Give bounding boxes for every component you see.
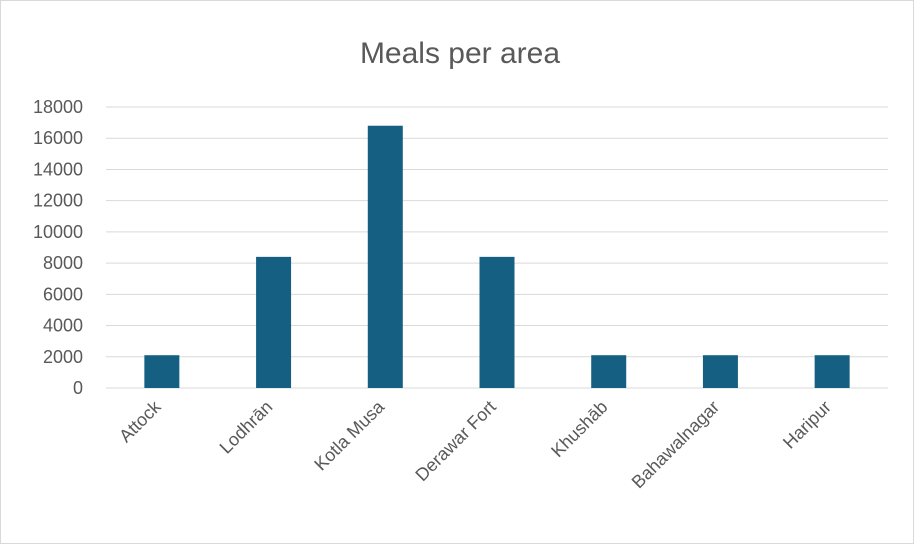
y-tick-label: 6000 <box>43 284 83 304</box>
x-tick-label: Attock <box>115 396 165 446</box>
x-tick-label: Khushāb <box>547 397 611 461</box>
y-tick-label: 14000 <box>33 159 83 179</box>
y-tick-label: 10000 <box>33 222 83 242</box>
bar <box>367 125 403 388</box>
y-tick-label: 16000 <box>33 128 83 148</box>
bar <box>479 256 515 388</box>
bar <box>591 355 627 388</box>
x-axis-labels: Attock Lodhrān Kotla Musa Derawar Fort Khush… <box>115 396 835 492</box>
y-tick-label: 12000 <box>33 191 83 211</box>
x-tick-label: Haripur <box>779 397 835 453</box>
bar <box>814 355 850 388</box>
y-tick-label: 0 <box>73 378 83 398</box>
y-tick-label: 4000 <box>43 316 83 336</box>
x-tick-label: Bahawalnagar <box>628 397 724 493</box>
bar <box>144 355 180 388</box>
x-tick-label: Lodhrān <box>216 397 277 458</box>
y-tick-label: 18000 <box>33 97 83 117</box>
y-tick-label: 8000 <box>43 253 83 273</box>
chart-title: Meals per area <box>360 37 560 70</box>
x-tick-label: Derawar Fort <box>411 397 499 485</box>
bar <box>702 355 738 388</box>
y-tick-label: 2000 <box>43 347 83 367</box>
x-tick-label: Kotla Musa <box>310 396 389 475</box>
bars <box>144 125 850 388</box>
bar <box>256 256 292 388</box>
y-axis-ticks: 0 2000 4000 6000 8000 10000 12000 14000 16000 180… <box>33 97 83 398</box>
